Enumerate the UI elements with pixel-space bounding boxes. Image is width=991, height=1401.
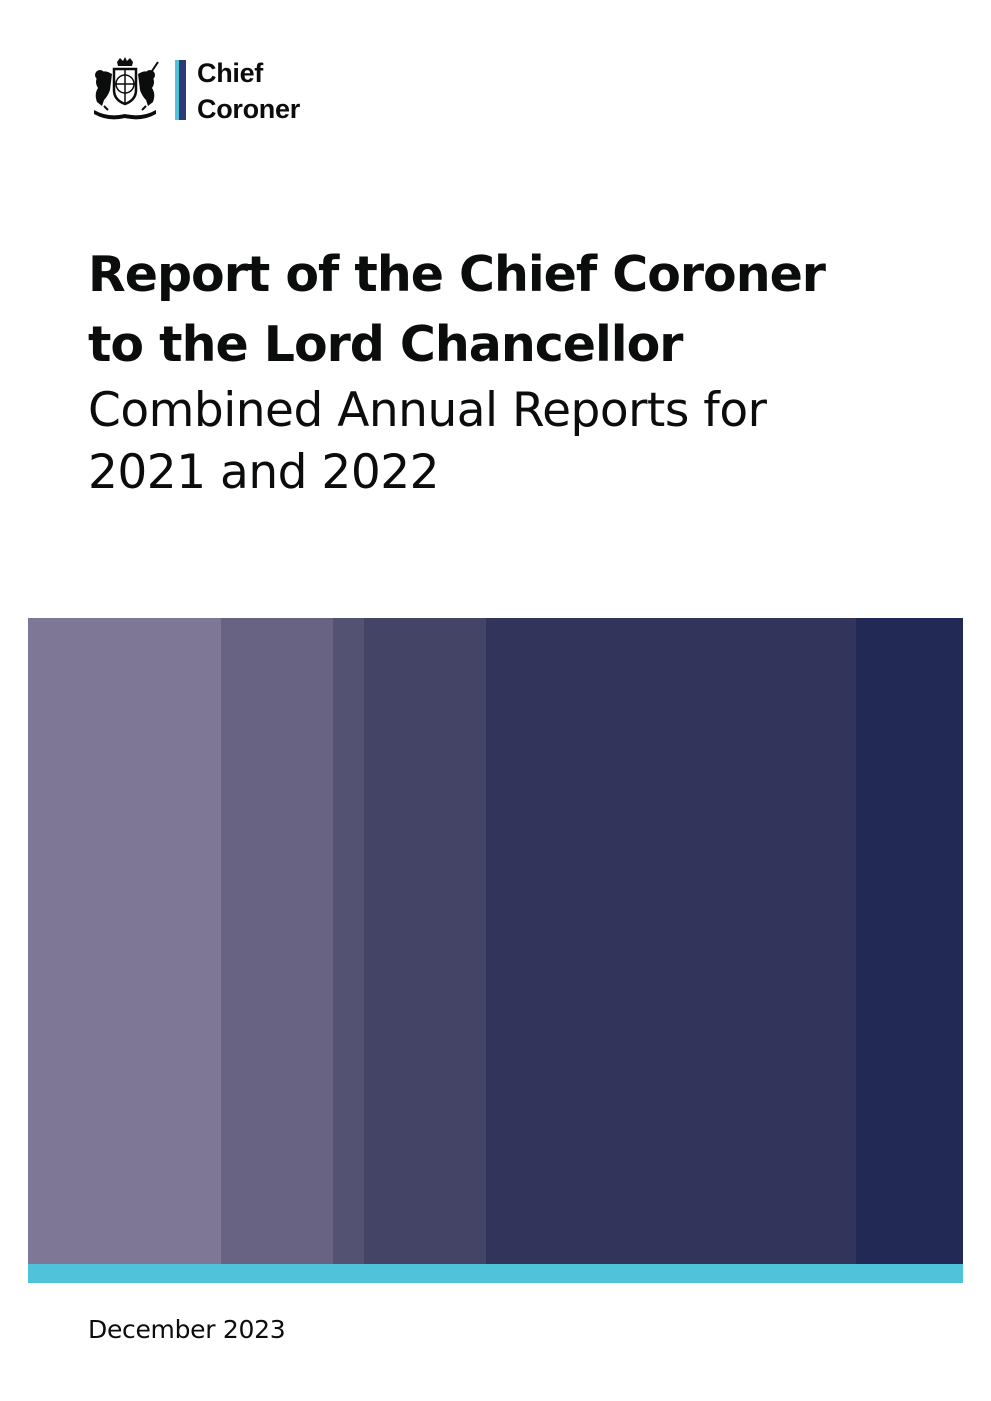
- logo-wordmark: Chief Coroner: [197, 55, 300, 127]
- subtitle-line-2: 2021 and 2022: [88, 445, 440, 500]
- logo-line-1: Chief: [197, 58, 264, 88]
- title-line-1: Report of the Chief Coroner: [88, 246, 826, 303]
- stripe-7: [856, 618, 963, 1264]
- publication-date: December 2023: [88, 1315, 286, 1344]
- cover-stripes: [28, 618, 963, 1264]
- stripe-4: [364, 618, 486, 1264]
- title-block: Report of the Chief Coroner to the Lord …: [88, 240, 948, 504]
- stripe-2: [221, 618, 333, 1264]
- page-title: Report of the Chief Coroner to the Lord …: [88, 240, 948, 380]
- logo-line-2: Coroner: [197, 94, 300, 124]
- subtitle-line-1: Combined Annual Reports for: [88, 383, 767, 438]
- stripe-1: [28, 618, 221, 1264]
- stripe-3: [333, 618, 364, 1264]
- title-line-2: to the Lord Chancellor: [88, 316, 683, 373]
- logo-divider-bar: [175, 60, 186, 120]
- page-subtitle: Combined Annual Reports for 2021 and 202…: [88, 380, 948, 504]
- accent-bar: [28, 1264, 963, 1283]
- stripe-5: [486, 618, 676, 1264]
- stripe-6: [676, 618, 856, 1264]
- royal-coat-of-arms-icon: [94, 57, 159, 120]
